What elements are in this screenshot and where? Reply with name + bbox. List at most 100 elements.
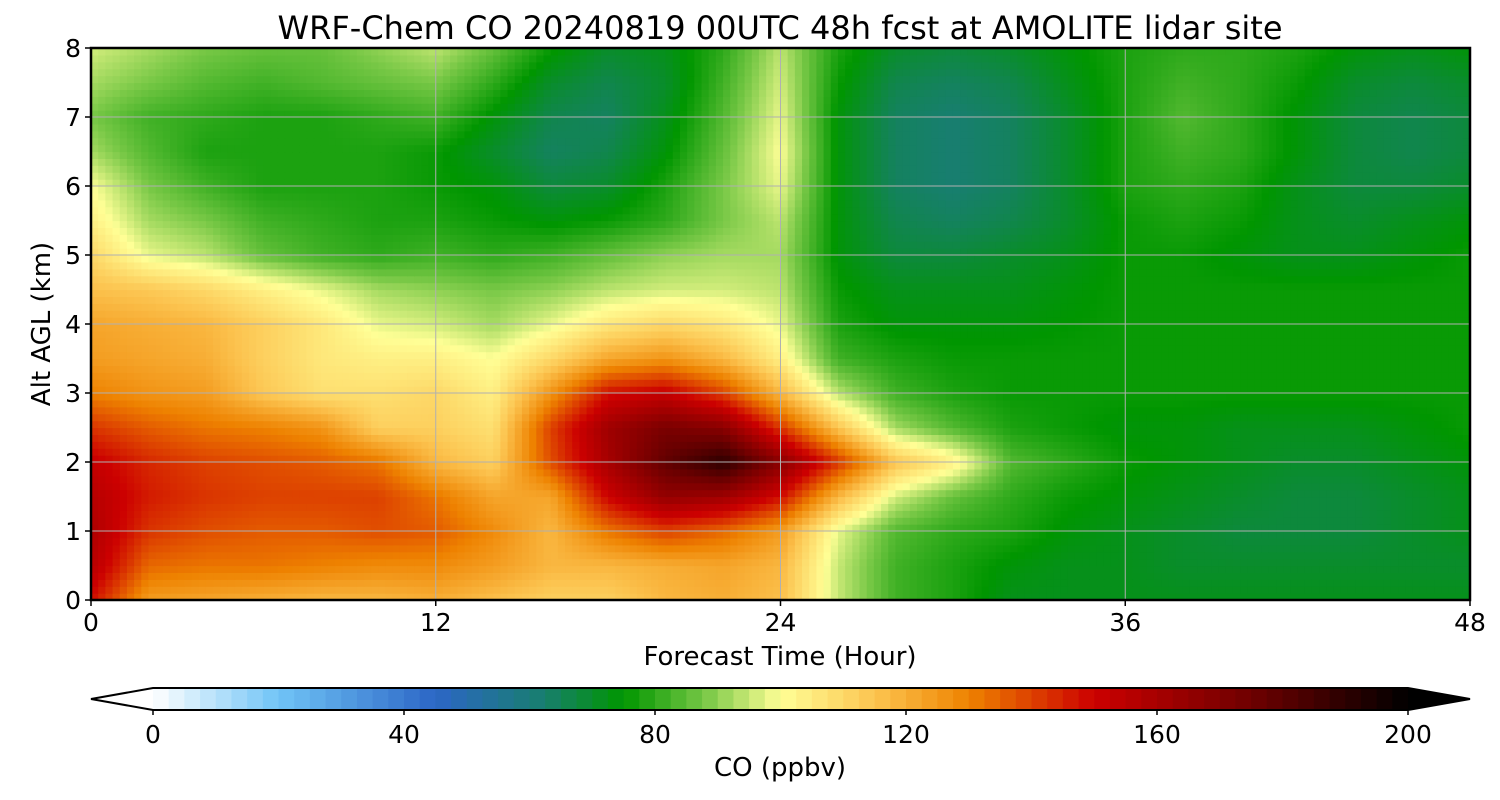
heatmap-cell	[378, 468, 387, 477]
heatmap-cell	[198, 558, 207, 567]
heatmap-cell	[421, 489, 430, 498]
heatmap-cell	[974, 482, 983, 491]
heatmap-cell	[1455, 496, 1464, 504]
heatmap-cell	[1347, 503, 1356, 511]
heatmap-cell	[758, 455, 767, 463]
heatmap-cell	[91, 462, 99, 470]
heatmap-cell	[787, 482, 796, 491]
heatmap-cell	[658, 551, 667, 560]
heatmap-cell	[873, 565, 882, 573]
heatmap-cell	[299, 462, 308, 470]
heatmap-cell	[1405, 524, 1414, 532]
heatmap-cell	[320, 544, 329, 553]
heatmap-cell	[1355, 531, 1363, 539]
heatmap-cell	[342, 468, 351, 477]
heatmap-cell	[1376, 496, 1385, 504]
heatmap-cell	[1211, 503, 1220, 511]
heatmap-cell	[1067, 462, 1076, 470]
heatmap-cell	[493, 482, 501, 491]
heatmap-cell	[615, 565, 624, 573]
heatmap-cell	[1405, 586, 1414, 594]
heatmap-cell	[349, 455, 358, 463]
heatmap-cell	[126, 531, 135, 539]
heatmap-cell	[1118, 579, 1126, 587]
heatmap-cell	[1383, 448, 1392, 456]
heatmap-cell	[1333, 455, 1342, 463]
heatmap-cell	[1283, 455, 1292, 463]
heatmap-cell	[1362, 455, 1371, 463]
heatmap-cell	[1319, 586, 1327, 594]
heatmap-cell	[679, 565, 688, 573]
heatmap-cell	[1139, 462, 1148, 470]
heatmap-cell	[945, 517, 954, 525]
heatmap-cell	[385, 586, 394, 594]
heatmap-cell	[1276, 489, 1284, 498]
heatmap-cell	[1197, 524, 1205, 532]
heatmap-cell	[751, 434, 760, 442]
heatmap-cell	[1462, 572, 1470, 580]
heatmap-cell	[816, 434, 825, 442]
heatmap-cell	[450, 448, 458, 456]
heatmap-cell	[1003, 593, 1011, 600]
heatmap-cell	[292, 420, 300, 429]
heatmap-cell	[773, 565, 782, 573]
heatmap-cell	[565, 558, 573, 567]
heatmap-cell	[780, 448, 789, 456]
heatmap-cell	[385, 531, 394, 539]
heatmap-cell	[1017, 427, 1026, 435]
heatmap-cell	[1146, 586, 1155, 594]
heatmap-cell	[1434, 572, 1442, 580]
heatmap-cell	[615, 586, 624, 594]
heatmap-cell	[399, 551, 408, 560]
heatmap-cell	[1103, 462, 1112, 470]
heatmap-cell	[1046, 462, 1055, 470]
heatmap-cell	[773, 503, 782, 511]
heatmap-cell	[529, 510, 537, 518]
heatmap-cell	[1132, 565, 1141, 573]
heatmap-cell	[521, 427, 530, 435]
heatmap-cell	[593, 593, 602, 600]
heatmap-cell	[514, 455, 523, 463]
heatmap-cell	[1189, 475, 1198, 484]
heatmap-cell	[399, 468, 408, 477]
heatmap-cell	[758, 489, 767, 498]
heatmap-cell	[471, 593, 480, 600]
heatmap-cell	[758, 524, 767, 532]
heatmap-cell	[1283, 448, 1292, 456]
heatmap-cell	[493, 468, 501, 477]
heatmap-cell	[1024, 572, 1033, 580]
heatmap-cell	[141, 420, 150, 429]
heatmap-cell	[715, 510, 724, 518]
heatmap-cell	[328, 537, 336, 546]
heatmap-cell	[615, 420, 624, 429]
heatmap-cell	[1211, 475, 1220, 484]
heatmap-cell	[1240, 544, 1248, 553]
heatmap-cell	[1434, 503, 1442, 511]
heatmap-cell	[385, 593, 394, 600]
heatmap-cell	[421, 517, 430, 525]
heatmap-cell	[428, 551, 437, 560]
heatmap-cell	[435, 455, 444, 463]
heatmap-cell	[371, 427, 379, 435]
heatmap-cell	[866, 531, 875, 539]
heatmap-cell	[1074, 427, 1083, 435]
heatmap-cell	[1003, 544, 1011, 553]
heatmap-cell	[644, 455, 652, 463]
heatmap-cell	[859, 551, 868, 560]
heatmap-cell	[1412, 468, 1421, 477]
heatmap-cell	[916, 496, 925, 504]
heatmap-cell	[493, 565, 501, 573]
heatmap-cell	[119, 441, 128, 449]
heatmap-cell	[1010, 489, 1019, 498]
heatmap-cell	[737, 462, 746, 470]
heatmap-cell	[227, 468, 236, 477]
heatmap-cell	[586, 427, 595, 435]
heatmap-cell	[1024, 420, 1033, 429]
heatmap-cell	[1031, 455, 1040, 463]
heatmap-cell	[651, 558, 659, 567]
heatmap-cell	[335, 593, 343, 600]
heatmap-cell	[938, 593, 947, 600]
heatmap-cell	[644, 468, 652, 477]
heatmap-cell	[1218, 468, 1227, 477]
heatmap-cell	[802, 558, 810, 567]
